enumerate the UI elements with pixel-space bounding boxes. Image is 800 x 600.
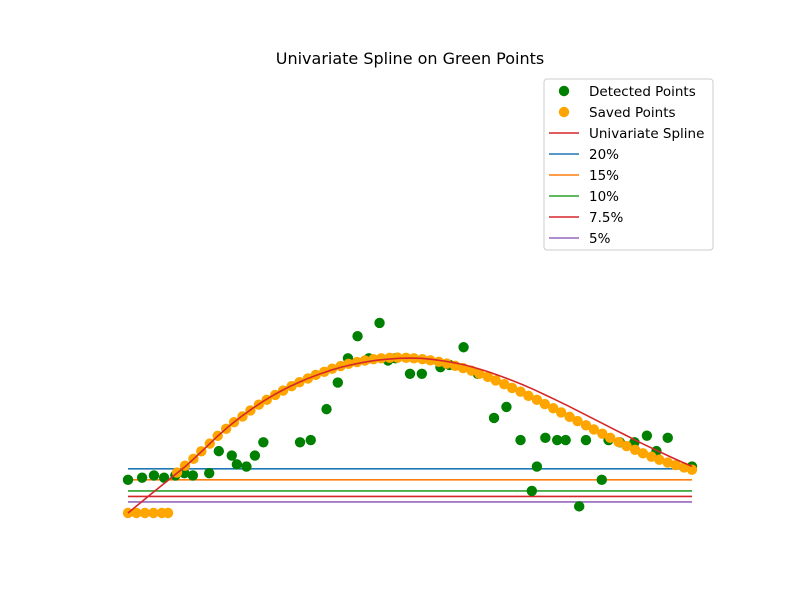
plot-area (122, 317, 698, 519)
detected-points-point-14 (294, 437, 306, 448)
saved-points-point-32 (384, 352, 395, 364)
detected-points-point-16 (321, 403, 332, 415)
detected-points-point-37 (560, 434, 571, 446)
saved-points-point-45 (490, 375, 501, 386)
detected-points-point-6 (187, 470, 199, 481)
detected-points-point-40 (596, 474, 607, 486)
detected-points-point-39 (580, 434, 592, 446)
detected-points-point-1 (136, 472, 148, 483)
legend-label-univariate-spline: Univariate Spline (589, 126, 704, 142)
detected-points-point-25 (416, 368, 428, 379)
saved-points-point-67 (670, 459, 681, 471)
saved-points-point-1 (131, 507, 142, 519)
legend-marker-detected-points (558, 85, 570, 97)
detected-points-point-3 (158, 472, 170, 483)
detected-points-point-28 (458, 342, 469, 353)
detected-points-point-35 (540, 432, 551, 444)
legend: Detected Points Saved Points Univariate Sp… (543, 78, 714, 251)
saved-points-point-48 (515, 386, 526, 397)
saved-points-point-57 (588, 424, 600, 435)
legend-marker-saved-points (558, 106, 570, 118)
saved-points-point-53 (555, 407, 567, 418)
saved-points-point-62 (629, 444, 641, 455)
detected-points-point-11 (241, 461, 252, 472)
chart-title: Univariate Spline on Green Points (276, 49, 545, 68)
saved-points-point-56 (580, 420, 592, 431)
legend-label-20: 20% (589, 147, 619, 163)
legend-label-saved-points: Saved Points (589, 105, 676, 121)
detected-points-point-36 (552, 434, 563, 446)
saved-points-point-65 (654, 454, 665, 465)
legend-label-7-5: 7.5% (589, 210, 623, 226)
saved-points-point-43 (474, 368, 485, 379)
detected-points-point-21 (374, 317, 385, 329)
legend-frame (543, 78, 714, 251)
detected-points-point-30 (488, 412, 500, 424)
detected-points-point-32 (515, 434, 526, 446)
detected-points-point-9 (226, 450, 237, 461)
saved-points-point-66 (662, 457, 673, 468)
legend-label-detected-points: Detected Points (589, 84, 696, 100)
saved-points-point-64 (646, 451, 657, 462)
saved-points-point-47 (506, 382, 518, 394)
legend-label-10: 10% (589, 189, 619, 205)
saved-points-point-31 (376, 353, 387, 364)
detected-points-point-15 (305, 434, 316, 446)
detected-points-point-31 (501, 401, 512, 413)
saved-points-point-37 (425, 355, 436, 366)
detected-points-point-7 (204, 468, 215, 479)
saved-points-point-2 (139, 507, 151, 519)
saved-points-point-44 (482, 371, 494, 383)
detected-points-point-12 (249, 450, 261, 461)
detected-points-point-10 (231, 459, 243, 470)
saved-points-point-61 (621, 440, 632, 452)
saved-points-point-69 (686, 464, 698, 475)
detected-points-point-17 (332, 377, 344, 388)
saved-points-point-51 (539, 398, 550, 410)
saved-points-point-63 (637, 448, 649, 459)
saved-points-point-5 (162, 507, 174, 519)
detected-points-point-34 (531, 461, 543, 472)
detected-points-point-19 (352, 331, 363, 342)
saved-points-point-3 (148, 507, 159, 519)
saved-points-point-52 (548, 403, 559, 414)
spline-line (127, 357, 693, 514)
saved-points-point-59 (605, 432, 616, 444)
saved-points-point-58 (597, 428, 608, 439)
detected-points-point-0 (122, 474, 134, 486)
detected-points-point-33 (526, 485, 538, 497)
detected-points-point-38 (574, 501, 585, 512)
detected-points-point-44 (641, 430, 653, 441)
saved-points-point-46 (498, 378, 510, 390)
detected-points-point-2 (148, 470, 160, 481)
detected-points-point-46 (662, 432, 673, 444)
saved-points-point-60 (613, 436, 624, 448)
detected-points-point-8 (213, 445, 225, 457)
saved-points-point-54 (564, 411, 575, 423)
legend-label-5: 5% (589, 231, 611, 247)
detected-points-point-13 (258, 437, 269, 448)
detected-points-point-43 (629, 437, 640, 448)
saved-points-point-55 (572, 415, 583, 427)
detected-points-point-24 (404, 368, 416, 379)
saved-points-point-49 (523, 390, 534, 402)
saved-points-point-50 (531, 394, 543, 406)
legend-label-15: 15% (589, 168, 619, 184)
